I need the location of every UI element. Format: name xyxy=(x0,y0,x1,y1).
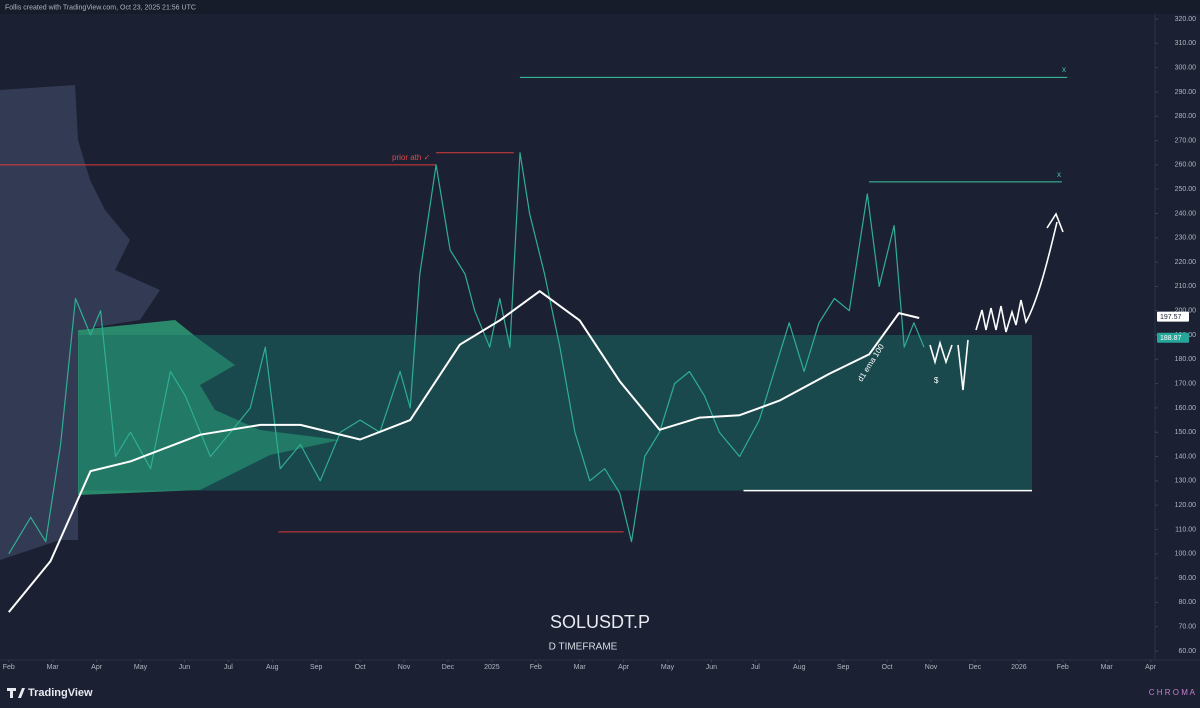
y-tick-label: 240.00 xyxy=(1175,210,1197,217)
profile-upper xyxy=(0,85,160,560)
price-line xyxy=(8,152,925,555)
footer-logo: TradingView xyxy=(28,687,93,699)
x-tick-label: Oct xyxy=(882,664,893,671)
x-tick-label: Aug xyxy=(793,664,806,671)
price-badge-label: 188.87 xyxy=(1160,335,1182,342)
x-tick-label: Oct xyxy=(355,664,366,671)
x-tick-label: Dec xyxy=(442,664,455,671)
x-tick-label: Mar xyxy=(1101,664,1114,671)
price-badge xyxy=(1157,311,1189,322)
x-tick-label: Aug xyxy=(266,664,279,671)
x-tick-label: Sep xyxy=(837,664,850,671)
y-tick-label: 120.00 xyxy=(1175,502,1197,509)
x-tick-label: Jul xyxy=(224,664,233,671)
x-tick-label: Dec xyxy=(969,664,982,671)
x-tick-label: Apr xyxy=(91,664,103,671)
annotation: prior ath ✓ xyxy=(392,153,430,162)
y-tick-label: 260.00 xyxy=(1175,162,1197,169)
y-tick-label: 70.00 xyxy=(1178,624,1196,631)
y-tick-label: 320.00 xyxy=(1175,16,1197,23)
chart-subtitle: D TIMEFRAME xyxy=(549,642,618,653)
y-tick-label: 100.00 xyxy=(1175,551,1197,558)
y-tick-label: 130.00 xyxy=(1175,478,1197,485)
y-tick-label: 180.00 xyxy=(1175,356,1197,363)
y-tick-label: 140.00 xyxy=(1175,453,1197,460)
x-tick-label: May xyxy=(661,664,675,671)
y-tick-label: 310.00 xyxy=(1175,40,1197,47)
x-tick-label: 2025 xyxy=(484,664,500,671)
annotation: x xyxy=(1057,170,1061,179)
x-tick-label: Jul xyxy=(751,664,760,671)
y-tick-label: 300.00 xyxy=(1175,64,1197,71)
range-zone xyxy=(78,335,1033,491)
footer-brand: C H R O M A xyxy=(1149,688,1196,697)
x-tick-label: Nov xyxy=(925,664,938,671)
x-tick-label: May xyxy=(134,664,148,671)
x-tick-label: Sep xyxy=(310,664,323,671)
ema-line xyxy=(8,290,920,613)
y-tick-label: 110.00 xyxy=(1175,526,1196,533)
x-tick-label: Apr xyxy=(1145,664,1157,671)
x-tick-label: Apr xyxy=(618,664,630,671)
projection-arrowhead xyxy=(1046,212,1064,233)
y-tick-label: 60.00 xyxy=(1178,648,1196,655)
price-badge-label: 197.57 xyxy=(1160,314,1182,321)
x-tick-label: Jun xyxy=(179,664,190,671)
y-tick-label: 170.00 xyxy=(1175,380,1197,387)
annotation: x xyxy=(1062,65,1066,74)
y-tick-label: 230.00 xyxy=(1175,235,1197,242)
annotation: $ xyxy=(934,376,939,385)
chart-title: SOLUSDT.P xyxy=(550,612,650,632)
x-tick-label: Jun xyxy=(706,664,717,671)
y-tick-label: 80.00 xyxy=(1178,599,1196,606)
projection-path xyxy=(929,221,1058,391)
y-tick-label: 290.00 xyxy=(1175,89,1197,96)
y-tick-label: 200.00 xyxy=(1175,308,1197,315)
plot-area: prior ath ✓d1 ema 100 $xx xyxy=(0,65,1068,613)
y-tick-label: 250.00 xyxy=(1175,186,1197,193)
x-tick-label: Feb xyxy=(530,664,542,671)
x-tick-label: Feb xyxy=(3,664,15,671)
y-tick-label: 160.00 xyxy=(1175,405,1197,412)
bottom-bar xyxy=(0,674,1200,708)
y-tick-label: 210.00 xyxy=(1175,283,1197,290)
price-badge xyxy=(1157,332,1189,343)
y-tick-label: 90.00 xyxy=(1178,575,1196,582)
y-tick-label: 270.00 xyxy=(1175,137,1197,144)
header-text: Follis created with TradingView.com, Oct… xyxy=(5,4,196,11)
y-tick-label: 220.00 xyxy=(1175,259,1197,266)
x-tick-label: Nov xyxy=(398,664,411,671)
top-bar xyxy=(0,0,1200,14)
x-tick-label: Mar xyxy=(574,664,587,671)
x-tick-label: Feb xyxy=(1057,664,1069,671)
y-tick-label: 150.00 xyxy=(1175,429,1197,436)
x-tick-label: Mar xyxy=(47,664,60,671)
y-tick-label: 280.00 xyxy=(1175,113,1197,120)
logo-icon xyxy=(7,688,25,698)
x-tick-label: 2026 xyxy=(1011,664,1027,671)
